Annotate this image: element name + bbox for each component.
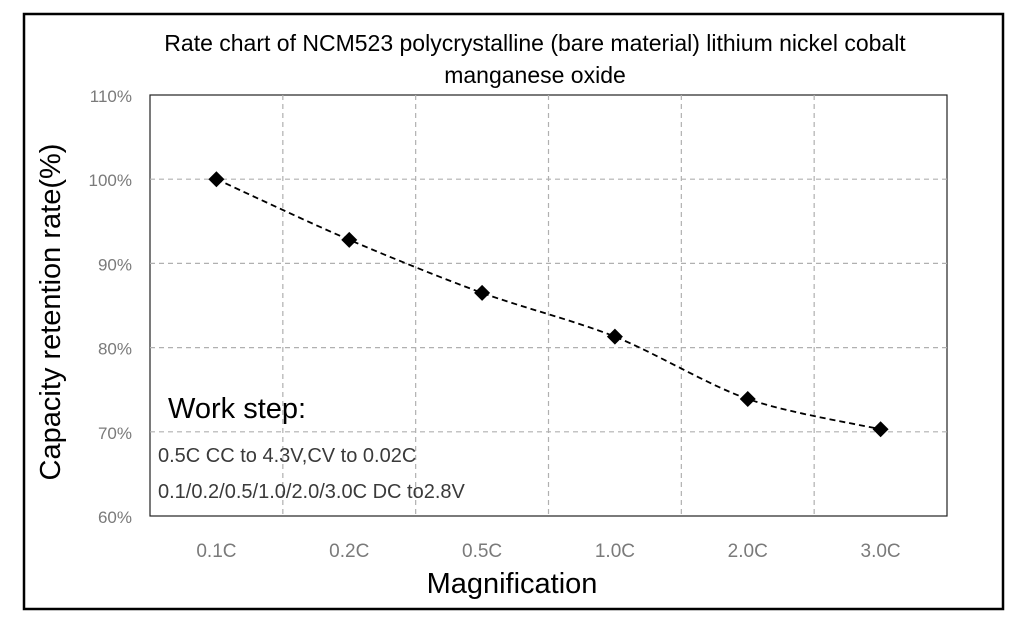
x-tick-label: 0.1C [196, 541, 236, 562]
series-layer [208, 171, 889, 438]
y-tick-label: 100% [89, 171, 132, 190]
grid-lines [150, 95, 947, 516]
annotation-heading: Work step: [168, 393, 306, 425]
annotation-line-2: 0.1/0.2/0.5/1.0/2.0/3.0C DC to2.8V [158, 481, 466, 503]
y-tick-label: 90% [98, 255, 132, 274]
data-point-marker [606, 328, 623, 345]
x-tick-label: 2.0C [728, 541, 768, 562]
x-tick-label: 1.0C [595, 541, 635, 562]
chart-title-line-1: Rate chart of NCM523 polycrystalline (ba… [164, 30, 906, 56]
data-point-marker [872, 421, 889, 438]
x-axis-label: Magnification [427, 568, 598, 600]
chart-title-line-2: manganese oxide [444, 62, 626, 88]
y-tick-label: 110% [90, 87, 132, 106]
y-axis-ticks: 60% 70% 80% 90% 100% 110% [89, 87, 132, 527]
y-tick-label: 70% [98, 424, 132, 443]
data-point-marker [739, 390, 756, 407]
x-tick-label: 0.5C [462, 541, 502, 562]
y-tick-label: 80% [98, 340, 132, 359]
annotation-line-1: 0.5C CC to 4.3V,CV to 0.02C [158, 445, 416, 467]
series-line [216, 178, 881, 431]
data-point-marker [341, 231, 358, 248]
x-tick-label: 0.2C [329, 541, 369, 562]
x-tick-label: 3.0C [861, 541, 901, 562]
x-axis-ticks: 0.1C 0.2C 0.5C 1.0C 2.0C 3.0C [196, 541, 900, 562]
y-tick-label: 60% [98, 508, 132, 527]
data-point-marker [474, 284, 491, 301]
data-point-marker [208, 171, 225, 188]
y-axis-label: Capacity retention rate(%) [35, 144, 67, 481]
